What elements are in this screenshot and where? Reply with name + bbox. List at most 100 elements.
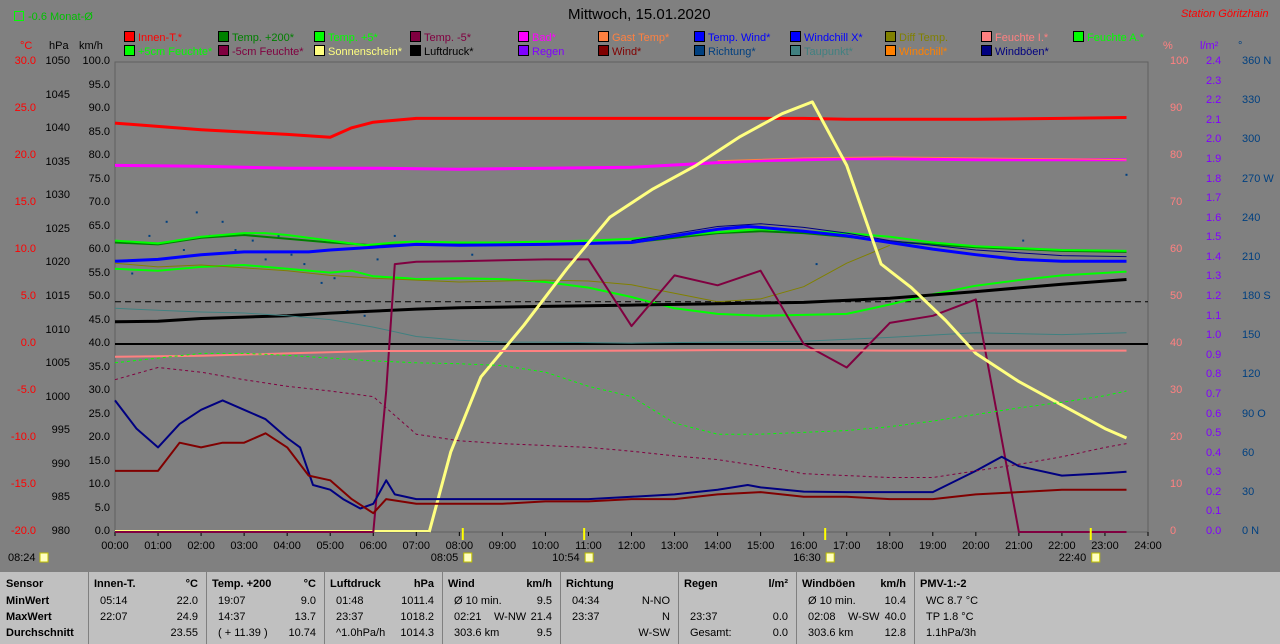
table-row: 04:34 N-NO bbox=[560, 595, 678, 610]
temp-axis-tick: 0.0 bbox=[20, 337, 36, 349]
direction-point bbox=[251, 239, 254, 242]
x-tick-label: 14:00 bbox=[704, 540, 732, 552]
series-line-2 bbox=[717, 156, 1127, 162]
legend-swatch bbox=[981, 31, 992, 42]
table-cell: 01:48 bbox=[336, 595, 364, 607]
direction-axis-tick: 330 bbox=[1242, 94, 1261, 107]
table-header: Temp. +200 bbox=[212, 578, 272, 590]
legend-swatch bbox=[314, 31, 325, 42]
table-header: Regen bbox=[684, 578, 718, 590]
table-cell: ^1.0hPa/h bbox=[336, 627, 386, 639]
table-header: Richtung bbox=[566, 578, 614, 590]
table-cell: 303.6 km bbox=[454, 627, 500, 639]
rain-axis-tick: 1.2 bbox=[1206, 290, 1222, 302]
series-line-15 bbox=[115, 432, 1127, 515]
direction-axis-tick: 60 bbox=[1242, 446, 1255, 459]
series-line-10 bbox=[114, 307, 1127, 344]
temp-axis-tick: 10.0 bbox=[14, 243, 36, 255]
direction-point bbox=[376, 258, 379, 261]
x-tick-label: 06:00 bbox=[359, 540, 387, 552]
pressure-axis-tick: 1015 bbox=[45, 290, 70, 302]
table-cell: 23:37 bbox=[690, 611, 718, 623]
humidity-axis-tick: 60 bbox=[1170, 243, 1183, 255]
x-tick-label: 19:00 bbox=[919, 540, 947, 552]
legend-item: +5cm Feuchte* bbox=[124, 45, 212, 58]
table-cell: 23:37 bbox=[572, 611, 600, 623]
legend-item: Windchill* bbox=[885, 45, 947, 58]
rain-axis-tick: 2.4 bbox=[1206, 55, 1222, 67]
legend-label: Windböen* bbox=[995, 46, 1049, 58]
direction-point bbox=[363, 314, 366, 317]
month-avg-label: -0.6 Monat-Ø bbox=[14, 11, 93, 23]
table-row bbox=[678, 595, 796, 610]
table-row: 02:08 W-SW 40.0 bbox=[796, 611, 914, 626]
table-row: 05:14 22.0 bbox=[88, 595, 206, 610]
legend-swatch bbox=[694, 31, 705, 42]
humidity-axis-tick: 10 bbox=[1170, 478, 1183, 490]
month-avg-text: -0.6 Monat-Ø bbox=[28, 11, 93, 23]
legend-swatch bbox=[1073, 31, 1084, 42]
pressure-axis-tick: 1040 bbox=[45, 122, 70, 135]
x-tick-label: 16:00 bbox=[790, 540, 818, 552]
humidity-axis-tick: 90 bbox=[1170, 102, 1183, 114]
legend-item: Luftdruck* bbox=[410, 45, 474, 58]
wind-axis-tick: 70.0 bbox=[88, 196, 110, 208]
humidity-axis-tick: 30 bbox=[1170, 384, 1183, 396]
legend-item: Bad* bbox=[518, 31, 556, 44]
x-tick-label: 20:00 bbox=[962, 540, 990, 552]
temp-axis-tick: -10.0 bbox=[10, 431, 36, 443]
sun-icon bbox=[584, 552, 594, 563]
humidity-axis-tick: 50 bbox=[1170, 290, 1183, 302]
direction-point bbox=[393, 234, 396, 237]
table-cell: Ø 10 min. bbox=[808, 595, 856, 607]
table-header: Sensor bbox=[6, 578, 44, 590]
table-cell: N bbox=[662, 611, 670, 623]
sun-event-time: 22:40 bbox=[1059, 552, 1087, 564]
legend-item: Windböen* bbox=[981, 45, 1049, 58]
x-tick-label: 11:00 bbox=[575, 540, 602, 552]
x-tick-label: 23:00 bbox=[1091, 540, 1119, 552]
x-tick-label: 22:00 bbox=[1048, 540, 1076, 552]
wind-axis-tick: 55.0 bbox=[88, 266, 110, 279]
weather-chart: 08:05 10:54 16:30 22:40 08:24 00:00 01:00 02:00… bbox=[8, 61, 1162, 564]
legend-swatch bbox=[218, 31, 229, 42]
table-cell: TP 1.8 °C bbox=[926, 611, 974, 623]
table-cell: 1018.2 bbox=[400, 611, 434, 623]
direction-axis-tick: 120 bbox=[1242, 368, 1261, 381]
wind-axis-tick: 40.0 bbox=[88, 337, 110, 349]
stats-table: Sensor MinWert MaxWert Durchschnitt Innen-T.… bbox=[0, 572, 1280, 644]
direction-point bbox=[165, 220, 168, 223]
legend-item: Temp. +200* bbox=[218, 31, 294, 44]
table-row: ( + 11.39 ) 10.74 bbox=[206, 627, 324, 642]
table-row: MinWert bbox=[0, 595, 88, 610]
humidity-axis-tick: 40 bbox=[1170, 337, 1183, 349]
humidity-axis-tick: 80 bbox=[1170, 149, 1183, 161]
legend-item: Sonnenschein* bbox=[314, 45, 402, 58]
table-column: Wind km/h Ø 10 min. 9.5 02:21 W-NW 21.4 303.6 k… bbox=[442, 572, 561, 644]
table-cell: 13.7 bbox=[294, 611, 316, 623]
rain-axis-tick: 1.1 bbox=[1206, 309, 1222, 322]
table-cell: 40.0 bbox=[884, 611, 906, 623]
sunrise-icon bbox=[39, 552, 49, 563]
rain-axis-tick: 2.3 bbox=[1206, 74, 1222, 87]
direction-axis-tick: 360 N bbox=[1242, 55, 1272, 67]
series-line-17 bbox=[114, 367, 1127, 478]
humidity-axis-tick: 20 bbox=[1170, 431, 1183, 443]
series-line-12 bbox=[427, 100, 1128, 533]
rain-axis-tick: 0.9 bbox=[1206, 348, 1222, 361]
table-cell: 22:07 bbox=[100, 611, 128, 623]
direction-axis-tick: 210 bbox=[1242, 250, 1261, 263]
direction-axis-tick: 0 N bbox=[1242, 525, 1260, 537]
rain-axis-tick: 0.7 bbox=[1206, 387, 1222, 400]
legend-swatch bbox=[790, 45, 801, 56]
x-tick-label: 24:00 bbox=[1134, 540, 1162, 552]
pressure-axis-tick: 1050 bbox=[45, 55, 70, 67]
legend-item: Taupunkt* bbox=[790, 45, 853, 58]
rain-axis-tick: 2.2 bbox=[1206, 94, 1222, 107]
table-cell: 02:08 bbox=[808, 611, 836, 623]
table-row: Ø 10 min. 10.4 bbox=[796, 595, 914, 610]
legend-swatch bbox=[518, 31, 529, 42]
pressure-axis-tick: 1005 bbox=[45, 357, 70, 370]
table-column: Temp. +200 °C 19:07 9.0 14:37 13.7 ( + 11.39 )… bbox=[206, 572, 325, 644]
unit-label-deg: ° bbox=[1238, 40, 1243, 52]
